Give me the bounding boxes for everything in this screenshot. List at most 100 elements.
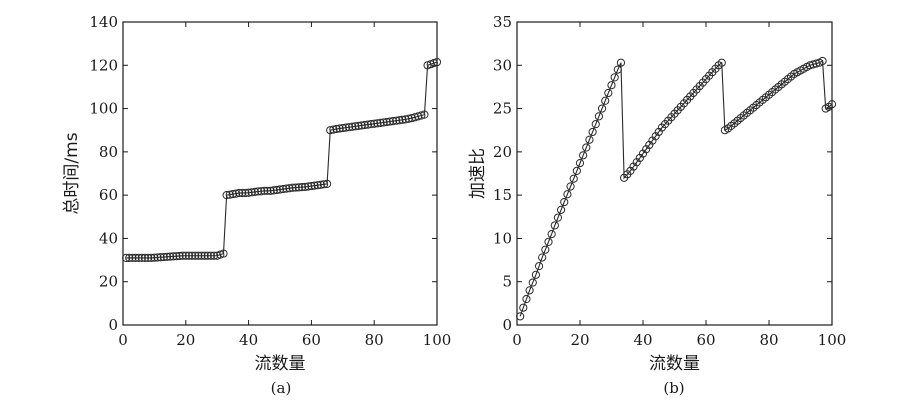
data-point	[594, 112, 604, 121]
data-point	[297, 183, 307, 192]
data-point	[519, 303, 528, 312]
data-point	[597, 104, 607, 113]
data-point	[805, 61, 815, 70]
y-tick-label: 0	[502, 316, 512, 334]
data-point	[588, 127, 597, 137]
data-point	[200, 251, 209, 260]
data-point	[316, 180, 325, 189]
data-point	[231, 189, 241, 198]
data-point	[175, 251, 184, 261]
x-tick-label: 80	[759, 331, 778, 349]
data-point	[541, 245, 550, 254]
data-point	[414, 112, 423, 121]
chart-panel-b: 0 20 40 60 80 100 0 5 10 15 20 25 30 35 流数量 加速比 (b)	[468, 13, 846, 397]
x-tick-label: 0	[512, 331, 522, 349]
panel-caption: (b)	[663, 379, 684, 397]
y-tick-label: 30	[493, 56, 512, 74]
y-axis-label: 总时间/ms	[62, 132, 82, 214]
data-point	[137, 253, 146, 263]
data-point	[326, 126, 335, 135]
data-point	[379, 118, 388, 127]
x-axis-label: 流数量	[649, 354, 700, 374]
data-point	[366, 120, 376, 129]
data-point	[398, 115, 407, 124]
x-tick-label: 40	[239, 331, 258, 349]
data-point	[563, 190, 572, 199]
data-point	[147, 253, 156, 263]
data-point	[134, 253, 143, 263]
data-point	[351, 122, 360, 131]
data-point	[244, 188, 253, 197]
data-point	[550, 221, 559, 230]
series-line	[519, 60, 833, 317]
data-point	[547, 230, 556, 239]
data-point	[313, 181, 322, 190]
data-point	[332, 124, 341, 134]
data-point	[528, 278, 537, 287]
data-point	[250, 187, 259, 196]
data-point	[304, 182, 313, 191]
data-point	[525, 286, 534, 295]
x-tick-label: 60	[696, 331, 715, 349]
data-point	[395, 116, 404, 125]
y-tick-label: 100	[89, 100, 118, 118]
data-point	[241, 188, 250, 198]
data-point	[310, 181, 319, 190]
data-point	[344, 123, 354, 132]
data-point	[191, 251, 200, 260]
data-point	[516, 312, 525, 321]
data-point	[166, 252, 175, 261]
data-point	[553, 213, 563, 222]
data-point	[294, 183, 303, 192]
data-point	[385, 117, 394, 126]
data-point	[341, 123, 351, 132]
data-point	[388, 117, 398, 126]
data-point	[194, 251, 203, 260]
data-point	[184, 251, 194, 260]
data-point	[144, 253, 153, 263]
data-point	[607, 81, 616, 90]
y-tick-label: 10	[493, 229, 512, 247]
y-tick-label: 20	[99, 273, 118, 291]
data-point	[432, 57, 442, 67]
data-point	[376, 118, 385, 127]
data-point	[156, 253, 165, 262]
data-point	[404, 114, 413, 123]
x-tick-label: 60	[302, 331, 321, 349]
x-axis-label: 流数量	[255, 354, 306, 374]
data-point	[285, 184, 294, 193]
data-point	[219, 249, 228, 258]
y-tick-label: 140	[89, 13, 118, 31]
data-point	[323, 179, 332, 188]
data-point	[582, 143, 591, 152]
data-point	[187, 251, 197, 260]
data-point	[392, 116, 401, 125]
data-point	[197, 251, 206, 260]
data-point	[279, 184, 288, 194]
data-point	[269, 186, 278, 195]
data-point	[522, 294, 531, 304]
data-point	[263, 186, 272, 195]
x-tick-label: 40	[633, 331, 652, 349]
data-point	[363, 120, 373, 129]
y-tick-label: 5	[502, 273, 512, 291]
data-point	[818, 56, 827, 66]
data-point	[329, 125, 338, 134]
data-point	[319, 180, 329, 189]
y-tick-label: 25	[493, 100, 512, 118]
x-tick-label: 100	[423, 331, 452, 349]
data-point	[140, 253, 150, 263]
data-point	[266, 186, 275, 195]
data-point	[203, 251, 212, 260]
data-point	[301, 182, 310, 192]
data-point	[420, 110, 429, 119]
data-point	[591, 120, 600, 129]
data-point	[228, 189, 237, 199]
data-point	[417, 111, 426, 120]
x-tick-label: 20	[176, 331, 195, 349]
y-tick-label: 20	[493, 143, 512, 161]
data-point	[407, 113, 416, 123]
data-point	[222, 191, 231, 200]
data-point	[238, 188, 247, 198]
